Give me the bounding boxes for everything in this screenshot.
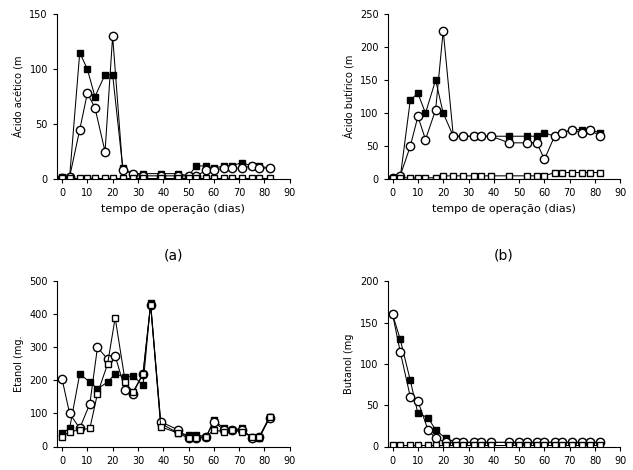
X-axis label: tempo de operação (dias): tempo de operação (dias) bbox=[101, 204, 246, 214]
Y-axis label: Ácido acético (m: Ácido acético (m bbox=[13, 56, 24, 137]
Text: (a): (a) bbox=[163, 249, 183, 262]
Text: (b): (b) bbox=[494, 249, 514, 262]
X-axis label: tempo de operação (dias): tempo de operação (dias) bbox=[432, 204, 576, 214]
Y-axis label: Butanol (mg: Butanol (mg bbox=[344, 334, 354, 394]
Y-axis label: Ácido butírico (m: Ácido butírico (m bbox=[343, 55, 354, 138]
Y-axis label: Etanol (mg.: Etanol (mg. bbox=[14, 336, 24, 392]
